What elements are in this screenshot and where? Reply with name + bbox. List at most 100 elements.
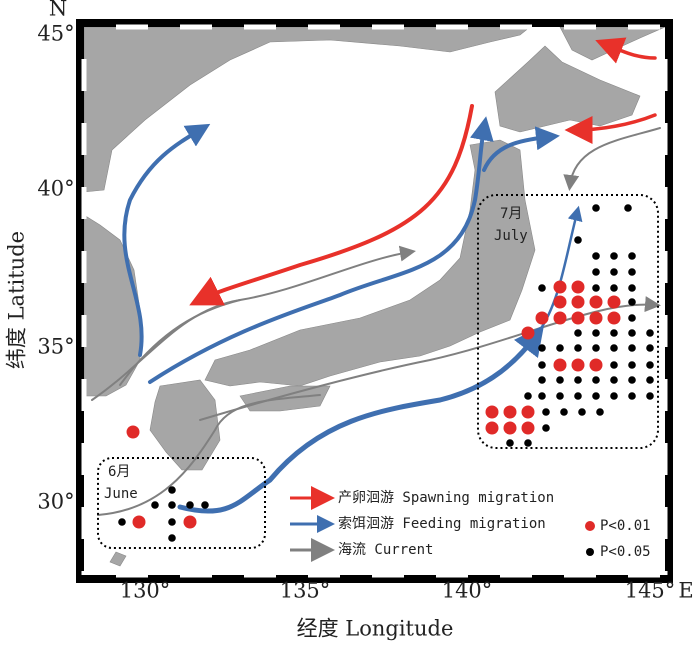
station-p005: [574, 329, 582, 337]
frame-segment: [662, 315, 668, 347]
east-label: E: [678, 579, 693, 603]
frame-segment: [81, 251, 87, 283]
station-p005: [538, 376, 546, 384]
frame-segment: [308, 572, 340, 578]
july-cn: 7月: [500, 206, 522, 222]
frame-segment: [81, 379, 87, 411]
station-p001: [521, 405, 535, 419]
station-p001: [521, 421, 535, 435]
station-p001: [485, 405, 499, 419]
frame-segment: [662, 443, 668, 475]
station-p001: [503, 405, 517, 419]
frame-segment: [81, 187, 87, 219]
station-p001: [535, 311, 549, 325]
frame-segment: [628, 24, 660, 30]
station-p001: [589, 311, 603, 325]
station-p005: [646, 376, 654, 384]
legend-spawning: 产卵洄游 Spawning migration: [338, 490, 554, 506]
station-p005: [592, 284, 600, 292]
station-p005: [610, 392, 618, 400]
station-p005: [542, 424, 550, 432]
station-p005: [556, 344, 564, 352]
station-p005: [610, 361, 618, 369]
station-p001: [126, 425, 140, 439]
lon-tick: 135°: [280, 579, 331, 603]
station-p005: [592, 268, 600, 276]
station-p005: [592, 376, 600, 384]
station-p005: [628, 392, 636, 400]
legend: 产卵洄游 Spawning migration 索饵洄游 Feeding mig…: [290, 486, 651, 562]
legend-p001: P<0.01: [600, 518, 651, 534]
july-en: July: [494, 228, 528, 244]
station-p001: [589, 358, 603, 372]
frame-segment: [81, 59, 87, 91]
legend-feeding: 索饵洄游 Feeding migration: [338, 515, 546, 532]
frame-segment: [81, 443, 87, 475]
station-p005: [556, 392, 564, 400]
frame-segment: [81, 123, 87, 155]
station-p005: [186, 501, 194, 509]
station-p005: [542, 408, 550, 416]
frame-segment: [662, 59, 668, 91]
station-p005: [628, 314, 636, 322]
station-p005: [168, 501, 176, 509]
station-p005: [624, 204, 632, 212]
frame-segment: [116, 572, 148, 578]
frame-segment: [81, 315, 87, 347]
june-box: [97, 457, 266, 549]
station-p005: [592, 392, 600, 400]
station-p005: [574, 344, 582, 352]
station-p005: [524, 439, 532, 447]
frame-segment: [662, 251, 668, 283]
station-p005: [574, 376, 582, 384]
station-p001: [571, 311, 585, 325]
station-p001: [571, 280, 585, 294]
station-p005: [538, 361, 546, 369]
station-p005: [610, 252, 618, 260]
station-p005: [168, 534, 176, 542]
station-p001: [553, 280, 567, 294]
lon-tick: 140°: [442, 579, 493, 603]
station-p005: [628, 361, 636, 369]
station-p005: [592, 329, 600, 337]
station-p005: [151, 501, 159, 509]
station-p001: [553, 311, 567, 325]
station-p005: [574, 236, 582, 244]
legend-current: 海流 Current: [338, 542, 433, 558]
frame-segment: [436, 24, 468, 30]
frame-segment: [564, 572, 596, 578]
north-label: N: [49, 0, 67, 21]
station-p005: [118, 518, 126, 526]
station-p005: [592, 252, 600, 260]
station-p005: [592, 204, 600, 212]
station-p001: [571, 295, 585, 309]
station-p005: [628, 268, 636, 276]
station-p005: [628, 252, 636, 260]
frame-segment: [81, 571, 87, 575]
legend-p005: P<0.05: [600, 544, 651, 560]
frame-segment: [662, 187, 668, 219]
station-p005: [646, 361, 654, 369]
station-p005: [646, 392, 654, 400]
lat-tick: 40°: [37, 177, 74, 201]
station-p005: [646, 329, 654, 337]
station-p001: [607, 311, 621, 325]
station-p005: [538, 392, 546, 400]
station-p005: [201, 501, 209, 509]
lon-tick: 145°: [625, 579, 676, 603]
lat-tick: 35°: [37, 335, 74, 359]
station-p001: [607, 295, 621, 309]
frame-segment: [662, 507, 668, 539]
station-p005: [538, 284, 546, 292]
frame-segment: [628, 572, 660, 578]
frame-segment: [116, 24, 148, 30]
lat-tick: 30°: [37, 490, 74, 514]
july-box: [477, 194, 659, 449]
frame-segment: [436, 572, 468, 578]
frame-segment: [372, 24, 404, 30]
station-p005: [596, 408, 604, 416]
station-p005: [578, 408, 586, 416]
station-p005: [538, 344, 546, 352]
frame-segment: [500, 572, 532, 578]
